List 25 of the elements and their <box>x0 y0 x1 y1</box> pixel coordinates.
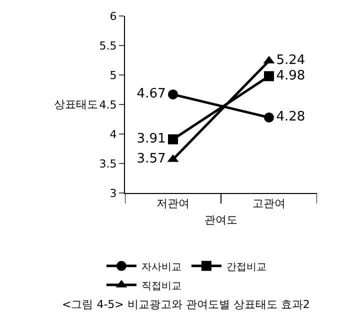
data-label: 3.91 <box>136 132 166 147</box>
point <box>264 71 274 82</box>
y-tick-label: 4 <box>110 128 117 141</box>
y-tick-label: 3.5 <box>99 157 117 170</box>
y-tick-label: 6 <box>110 10 117 23</box>
y-tick-label: 3 <box>110 186 117 200</box>
x-tick-label: 저관여 <box>156 197 190 210</box>
legend-label: 직접비교 <box>141 280 182 292</box>
data-label: 4.28 <box>276 110 306 125</box>
data-label: 3.57 <box>136 152 166 167</box>
x-axis-title: 관여도 <box>204 213 238 226</box>
point <box>264 112 274 122</box>
y-tick-label: 5 <box>110 68 117 82</box>
data-label: 4.98 <box>276 68 306 84</box>
x-tick-label: 고관여 <box>252 197 286 210</box>
point <box>168 89 178 100</box>
legend-label: 자사비교 <box>141 262 182 273</box>
point <box>168 134 178 144</box>
text: <그림 4-5> 비교광고와 관여도별 상표태도 효과2 <box>62 298 310 311</box>
data-label: 4.67 <box>136 86 166 102</box>
legend-label: 간접비교 <box>226 262 266 273</box>
data-label: 5.24 <box>276 53 306 68</box>
y-tick-label: 4.5 <box>99 98 117 112</box>
y-tick-label: 5.5 <box>99 39 117 52</box>
y-axis-title: 상표태도 <box>54 98 98 111</box>
